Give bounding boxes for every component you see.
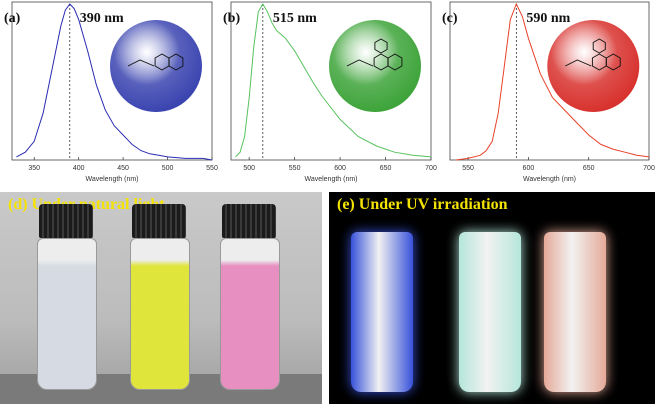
natural-light-photo: (d) Under natural light (0, 192, 322, 404)
x-tick-label: 600 (523, 165, 535, 172)
vial (544, 232, 606, 397)
panel-label: (c) (442, 11, 458, 26)
x-tick-label: 400 (73, 165, 85, 172)
x-axis-label: Wavelength (nm) (304, 176, 357, 183)
x-tick-label: 650 (583, 165, 595, 172)
vial-liquid (544, 232, 606, 392)
x-tick-label: 550 (206, 165, 218, 172)
peak-label: 590 nm (526, 11, 570, 26)
x-tick-label: 700 (643, 165, 655, 172)
x-tick-label: 450 (117, 165, 129, 172)
molecule-structure (346, 38, 403, 71)
panel-label: (b) (223, 11, 240, 26)
vial-liquid (459, 232, 521, 392)
vial-liquid (220, 238, 280, 390)
plot-frame (449, 1, 650, 161)
x-tick-label: 500 (243, 165, 255, 172)
molecule-structure (565, 38, 621, 71)
vial-liquid (130, 238, 190, 390)
vial-cap (132, 204, 186, 238)
emission-curve (455, 2, 650, 161)
molecule-sphere (110, 20, 202, 112)
vial-liquid (351, 232, 413, 392)
peak-label: 390 nm (80, 11, 124, 26)
vial (351, 232, 413, 397)
vial-cap (39, 204, 93, 238)
chart-panel-c: 550 600 650 700 Wavelength (nm) (c) 590 nm (438, 0, 655, 190)
vial-cap (222, 204, 276, 238)
chart-panel-a: 350 400 450 500 550 Wavelength (nm) (a) 390 nm (0, 0, 218, 190)
emission-chart-b: 500 550 600 650 700 Wavelength (nm) (b) 515 nm (223, 1, 437, 183)
vial (35, 204, 97, 394)
x-axis-label: Wavelength (nm) (85, 176, 138, 183)
emission-chart-c: 550 600 650 700 Wavelength (nm) (c) 590 nm (442, 1, 655, 183)
x-tick-label: 650 (380, 165, 392, 172)
x-tick-label: 500 (162, 165, 174, 172)
emission-chart-a: 350 400 450 500 550 Wavelength (nm) (a) 390 nm (4, 1, 218, 183)
vial-liquid (37, 238, 97, 390)
plot-frame (230, 1, 432, 161)
peak-label: 515 nm (273, 11, 317, 26)
vial (459, 232, 521, 397)
chart-panel-b: 500 550 600 650 700 Wavelength (nm) (b) 515 nm (219, 0, 437, 190)
x-tick-label: 700 (425, 165, 437, 172)
x-tick-label: 350 (28, 165, 40, 172)
x-axis-label: Wavelength (nm) (523, 176, 576, 183)
plot-frame (11, 1, 213, 161)
x-tick-label: 550 (462, 165, 474, 172)
x-tick-label: 600 (334, 165, 346, 172)
emission-curve (16, 3, 213, 161)
uv-irradiation-photo: (e) Under UV irradiation (329, 192, 655, 404)
molecule-sphere (329, 20, 421, 112)
vial (128, 204, 190, 394)
panel-label: (a) (4, 11, 21, 26)
x-tick-label: 550 (289, 165, 301, 172)
molecule-structure (127, 53, 184, 71)
emission-curve (235, 3, 432, 158)
vial (218, 204, 280, 394)
uv-irradiation-label: (e) Under UV irradiation (337, 196, 508, 213)
